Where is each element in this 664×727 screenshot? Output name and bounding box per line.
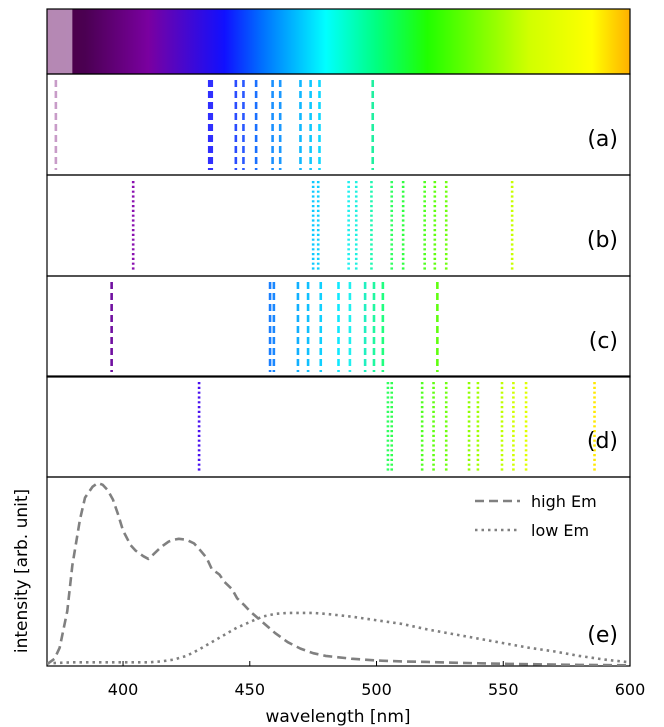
- legend-label-low-em: low Em: [531, 521, 589, 540]
- panel-label: (c): [589, 329, 618, 354]
- intensity-frame: [46, 476, 631, 667]
- line-panel: (d): [46, 375, 631, 478]
- line-spectrum-panels: (a) (b) (c) (d): [46, 73, 631, 478]
- panel-label: (b): [587, 228, 618, 253]
- series-line: [47, 481, 630, 666]
- spectrum-bar: [46, 8, 631, 75]
- legend-label-high-em: high Em: [531, 492, 597, 511]
- intensity-curves: [47, 481, 630, 666]
- spectrum-gradient: [47, 9, 630, 74]
- x-tick-label: 600: [615, 680, 646, 699]
- x-axis-label: wavelength [nm]: [265, 707, 410, 727]
- panel-label: (d): [587, 429, 618, 454]
- panel-label-e: (e): [587, 623, 618, 648]
- series-line: [47, 611, 630, 665]
- y-axis-label: intensity [arb. unit]: [12, 489, 32, 653]
- intensity-panel: 400 450 500 550 600 (e) wavelength [nm] inte…: [12, 476, 646, 727]
- x-axis-ticks: 400 450 500 550 600: [108, 661, 646, 699]
- x-tick-label: 450: [235, 680, 266, 699]
- line-panel: (a): [46, 73, 631, 176]
- spectrum-overlay: [47, 9, 73, 74]
- legend: high Em low Em: [475, 492, 597, 540]
- panel-frame: [46, 275, 631, 378]
- panel-label: (a): [587, 127, 618, 152]
- line-panel: (b): [46, 174, 631, 277]
- panel-frame: [46, 73, 631, 176]
- x-tick-label: 550: [488, 680, 519, 699]
- x-tick-label: 400: [108, 680, 139, 699]
- x-tick-label: 500: [361, 680, 392, 699]
- panel-frame: [46, 375, 631, 478]
- line-panel: (c): [46, 275, 631, 378]
